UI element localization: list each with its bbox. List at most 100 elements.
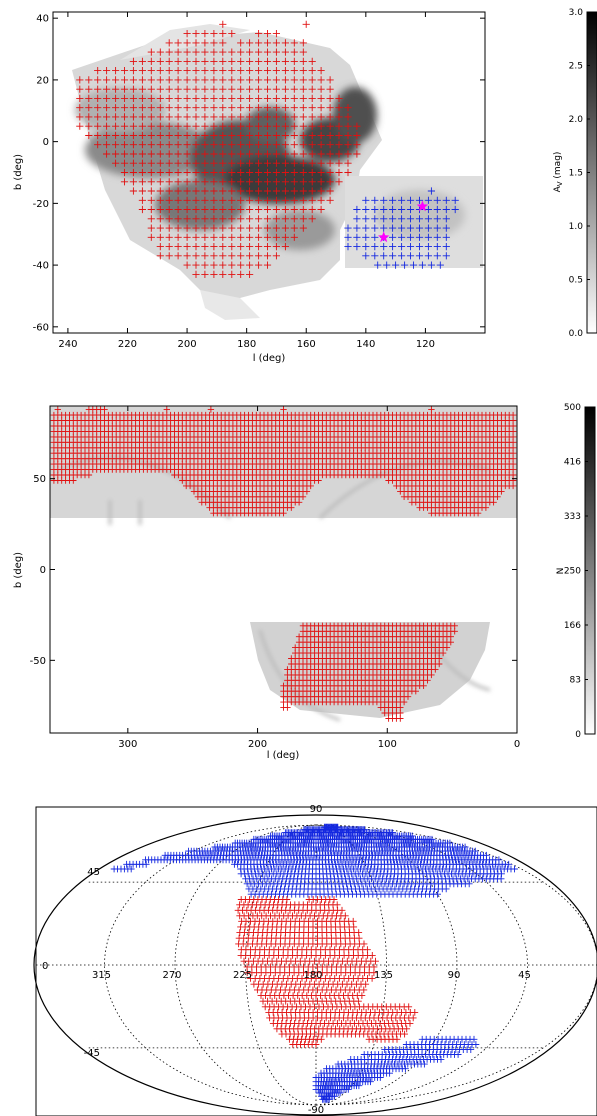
plus-marker [509,444,517,451]
plus-marker [362,196,370,204]
plus-marker [228,196,236,204]
plus-marker [210,113,218,121]
plus-marker [228,243,236,251]
dust-cloud [225,156,335,204]
plus-marker [138,131,146,140]
plus-marker [326,187,334,195]
plus-marker [183,131,191,140]
plus-marker [317,85,325,93]
plus-marker [255,215,263,223]
plus-marker [433,224,441,232]
plus-marker [255,187,263,195]
plus-marker [371,224,379,232]
plus-marker [192,150,200,158]
plus-marker [76,85,84,93]
colorbar-2-label: N [556,568,566,575]
plus-marker [174,48,182,56]
plus-marker [415,224,424,232]
plus-marker [344,131,352,140]
plus-marker [299,159,307,167]
plus-marker [272,141,280,149]
plus-marker [246,94,254,102]
plus-marker [290,57,298,65]
plus-marker [442,885,450,893]
plus-marker [284,704,291,711]
plus-marker [228,122,236,130]
plus-marker [156,57,164,65]
plus-marker [165,196,173,204]
dust-cloud [245,107,295,143]
plus-marker [263,48,272,56]
plus-marker [183,94,191,102]
plus-marker [156,159,164,167]
plus-marker [156,113,164,121]
x-tick-label: 140 [356,339,375,350]
plus-marker [299,104,307,112]
plus-marker [246,141,254,149]
plus-marker [156,224,164,232]
plus-marker [138,85,146,93]
star-marker [378,231,390,243]
plus-marker [183,48,191,56]
plus-marker [85,104,93,112]
plus-marker [281,141,289,149]
plus-marker [237,141,245,149]
plus-marker [398,205,406,214]
plus-marker [237,85,245,93]
plus-marker [290,113,298,121]
plus-marker [237,122,245,130]
plus-marker [165,187,173,195]
plus-marker [112,104,120,112]
plus-marker [228,131,236,140]
plus-marker [103,67,111,75]
plus-marker [147,168,155,177]
plus-marker [344,233,352,241]
plus-marker [103,141,111,149]
plus-marker [308,187,316,195]
plus-marker [210,57,218,65]
plus-marker [246,243,254,251]
panel-3-graticule [36,824,597,1106]
plus-marker [219,187,227,195]
plus-marker [183,76,191,84]
plus-marker [219,243,227,251]
plus-marker [76,104,84,112]
plus-marker [163,406,170,413]
plus-marker [165,168,173,177]
plus-marker [353,215,361,223]
plus-marker [433,243,441,251]
plus-marker [219,113,227,121]
plus-marker [112,76,120,84]
y-tick-label: -40 [33,261,49,272]
plus-marker [201,243,209,251]
plus-marker [344,243,352,251]
plus-marker [147,104,155,112]
plus-marker [317,122,325,130]
plus-marker [156,205,164,214]
plus-marker [165,215,173,223]
plus-marker [174,94,182,102]
colorbar-tick-label: 1.0 [569,222,584,232]
plus-marker [192,168,200,177]
plus-marker [263,104,272,112]
plus-marker [272,67,280,75]
plus-marker [398,252,406,260]
plus-marker [219,30,227,38]
plus-marker [237,113,245,121]
plus-marker [112,159,120,167]
y-tick-label: -50 [30,656,46,667]
plus-marker [192,196,200,204]
plus-marker [120,159,129,167]
plus-marker [398,215,406,223]
plus-marker [210,168,218,177]
plus-marker [228,261,236,269]
plus-marker [210,150,218,158]
plus-marker [326,131,334,140]
plus-marker [299,215,307,223]
plus-marker [147,141,155,149]
plus-marker [183,30,191,38]
plus-marker [129,67,137,75]
x-tick-label: 240 [58,339,77,350]
plus-marker [281,76,289,84]
plus-marker [299,196,307,204]
